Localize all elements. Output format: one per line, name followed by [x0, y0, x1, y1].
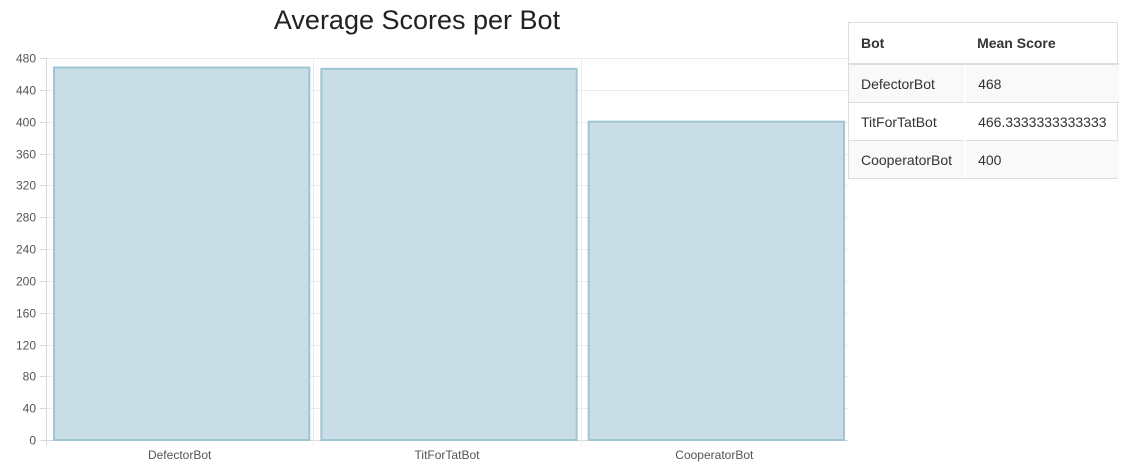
- bar-chart: 0 40 80 120 160 200 240 280 320 360 400 440 480 Defe…: [16, 52, 848, 462]
- bar-CooperatorBot: [587, 120, 846, 442]
- header-mean-score: Mean Score: [965, 23, 1119, 65]
- table-row: CooperatorBot 400: [849, 140, 1119, 178]
- y-tick-label: 280: [16, 211, 36, 225]
- x-tick-label: CooperatorBot: [675, 448, 754, 462]
- y-tick-label: 40: [23, 402, 37, 416]
- chart-title: Average Scores per Bot: [273, 5, 561, 35]
- y-tick-label: 0: [29, 434, 36, 448]
- bar-TitForTatBot: [320, 67, 578, 441]
- cell-bot: DefectorBot: [849, 63, 967, 103]
- y-tick-label: 120: [16, 339, 36, 353]
- table-row: TitForTatBot 466.3333333333333: [849, 102, 1119, 141]
- axis-layer: [40, 58, 46, 441]
- y-tick-label: 160: [16, 307, 36, 321]
- y-tick-label: 80: [23, 370, 37, 384]
- header-bot: Bot: [849, 23, 966, 65]
- table-header-row: Bot Mean Score: [849, 23, 1119, 65]
- x-tick-label: TitForTatBot: [415, 448, 481, 462]
- score-table: Bot Mean Score DefectorBot 468 TitForTat…: [849, 23, 1119, 178]
- y-tick-label: 320: [16, 179, 36, 193]
- y-tick-label: 360: [16, 148, 36, 162]
- y-tick-label: 200: [16, 275, 36, 289]
- bar-DefectorBot: [53, 66, 311, 442]
- cell-bot: TitForTatBot: [849, 102, 967, 141]
- cell-mean-score: 400: [965, 140, 1119, 178]
- y-tick-label: 240: [16, 243, 36, 257]
- cell-mean-score: 466.3333333333333: [965, 102, 1119, 141]
- y-axis-tick-labels: 0 40 80 120 160 200 240 280 320 360 400 440 480: [16, 52, 36, 448]
- x-tick-label: DefectorBot: [148, 448, 212, 462]
- table-row: DefectorBot 468: [849, 63, 1119, 103]
- cell-bot: CooperatorBot: [849, 140, 967, 178]
- x-axis-tick-labels: DefectorBot TitForTatBot CooperatorBot: [148, 448, 754, 462]
- y-tick-label: 400: [16, 116, 36, 130]
- y-tick-label: 480: [16, 52, 36, 66]
- cell-mean-score: 468: [965, 63, 1119, 103]
- bar-layer: [53, 66, 846, 442]
- score-table-container: Bot Mean Score DefectorBot 468 TitForTat…: [848, 22, 1119, 179]
- y-tick-label: 440: [16, 84, 36, 98]
